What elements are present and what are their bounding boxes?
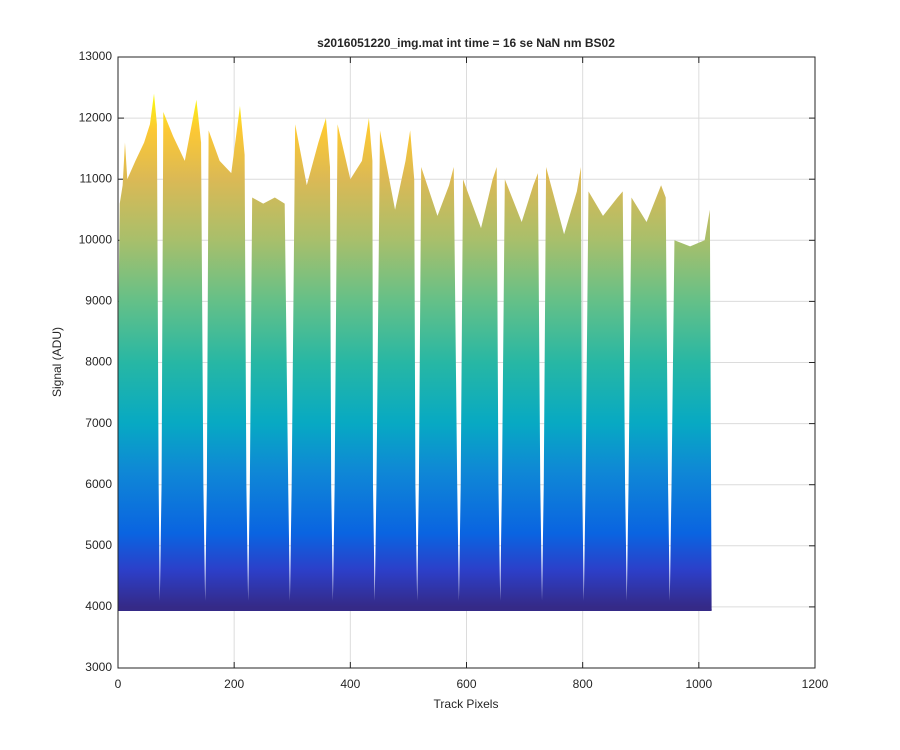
x-axis-label: Track Pixels — [434, 697, 499, 711]
y-tick-label: 6000 — [85, 477, 112, 491]
y-tick-label: 8000 — [85, 355, 112, 369]
signal-area — [118, 93, 712, 610]
x-tick-label: 0 — [115, 677, 122, 691]
y-tick-label: 10000 — [79, 232, 113, 246]
y-tick-label: 12000 — [79, 110, 113, 124]
x-tick-label: 600 — [456, 677, 476, 691]
y-tick-label: 9000 — [85, 294, 112, 308]
y-axis-label: Signal (ADU) — [50, 327, 64, 397]
y-tick-label: 4000 — [85, 599, 112, 613]
y-tick-label: 13000 — [79, 49, 113, 63]
plot-frame — [117, 56, 816, 669]
chart-title: s2016051220_img.mat int time = 16 se NaN… — [317, 36, 615, 50]
x-tick-label: 200 — [224, 677, 244, 691]
x-tick-label: 400 — [340, 677, 360, 691]
x-tick-label: 1000 — [685, 677, 712, 691]
y-tick-label: 7000 — [85, 416, 112, 430]
x-tick-label: 1200 — [802, 677, 829, 691]
x-tick-label: 800 — [573, 677, 593, 691]
y-tick-label: 11000 — [80, 171, 113, 185]
y-tick-label: 3000 — [85, 660, 112, 674]
y-tick-label: 5000 — [85, 538, 112, 552]
